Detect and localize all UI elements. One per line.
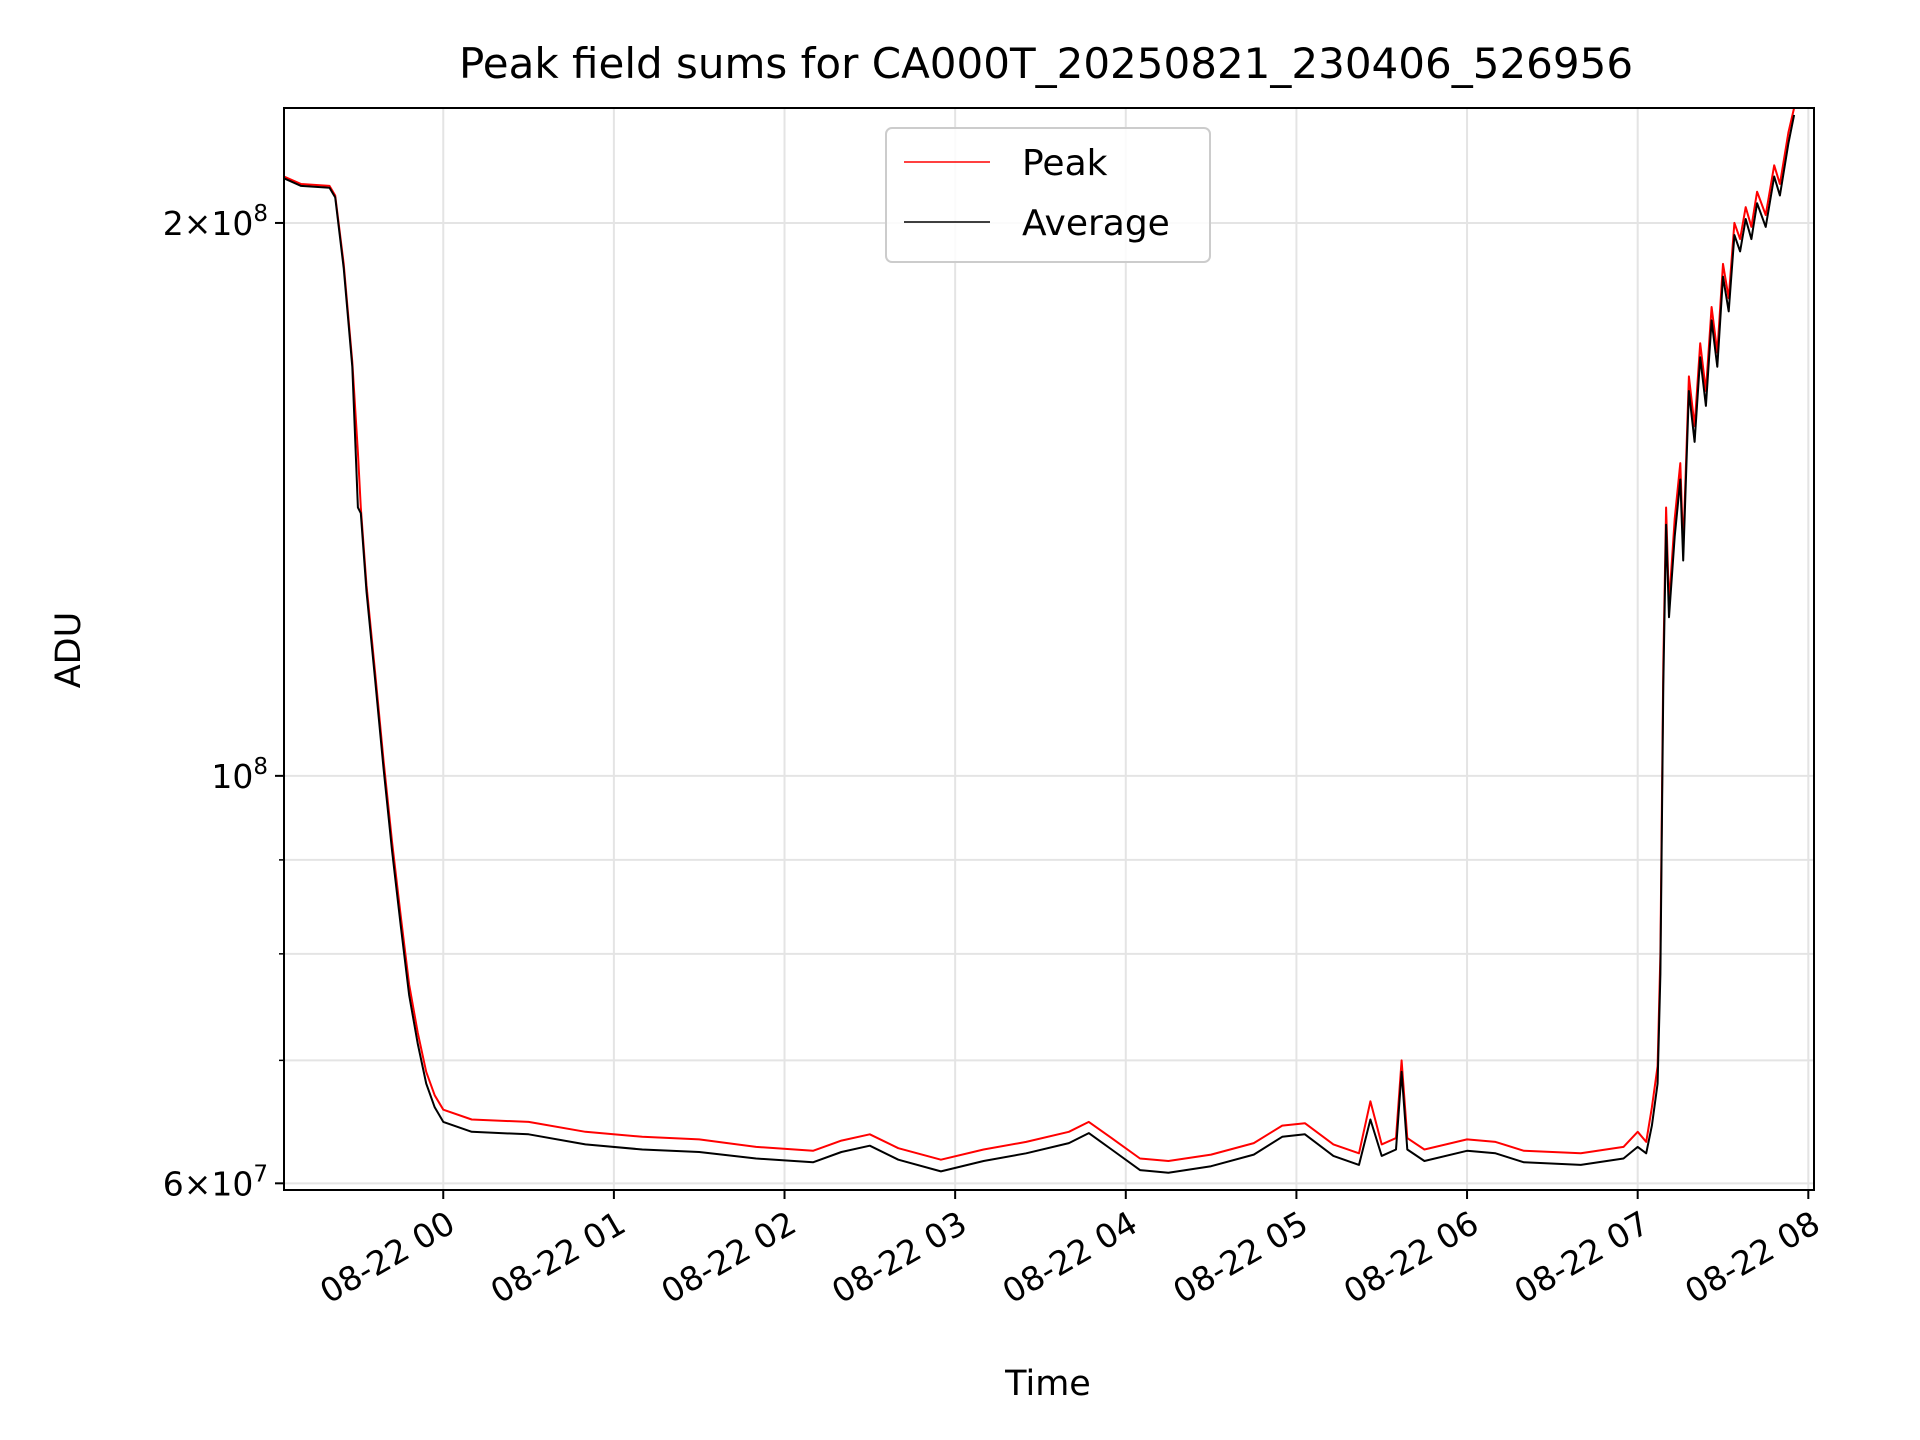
x-tick-label: 08-22 07 <box>1508 1203 1656 1311</box>
legend-label-peak: Peak <box>1022 143 1108 184</box>
x-axis-label: Time <box>1004 1364 1091 1404</box>
grid <box>284 108 1814 1190</box>
x-tick-label: 08-22 02 <box>655 1203 803 1311</box>
y-axis: 6×107 108 2×108 <box>163 201 284 1203</box>
y-tick-label: 6×107 <box>163 1161 268 1203</box>
y-tick-label: 108 <box>211 754 268 796</box>
x-tick-label: 08-22 08 <box>1678 1203 1826 1311</box>
x-tick-label: 08-22 03 <box>825 1203 973 1311</box>
y-tick-label: 2×108 <box>163 201 268 243</box>
x-tick-label: 08-22 05 <box>1166 1203 1314 1311</box>
x-tick-label: 08-22 04 <box>996 1203 1144 1311</box>
x-axis: 08-22 00 08-22 01 08-22 02 08-22 03 08-22 04… <box>313 1190 1826 1311</box>
legend-label-average: Average <box>1022 203 1170 244</box>
x-tick-label: 08-22 00 <box>313 1203 461 1311</box>
chart-title: Peak field sums for CA000T_20250821_2304… <box>459 39 1633 88</box>
series-lines <box>283 107 1796 1174</box>
legend: Peak Average <box>885 127 1211 263</box>
y-axis-label: ADU <box>49 612 89 689</box>
x-tick-label: 08-22 01 <box>484 1203 632 1311</box>
series-line-peak <box>283 107 1796 1162</box>
x-tick-label: 08-22 06 <box>1337 1203 1485 1311</box>
plot-area-frame <box>283 107 1815 1191</box>
series-line-average <box>283 114 1796 1174</box>
